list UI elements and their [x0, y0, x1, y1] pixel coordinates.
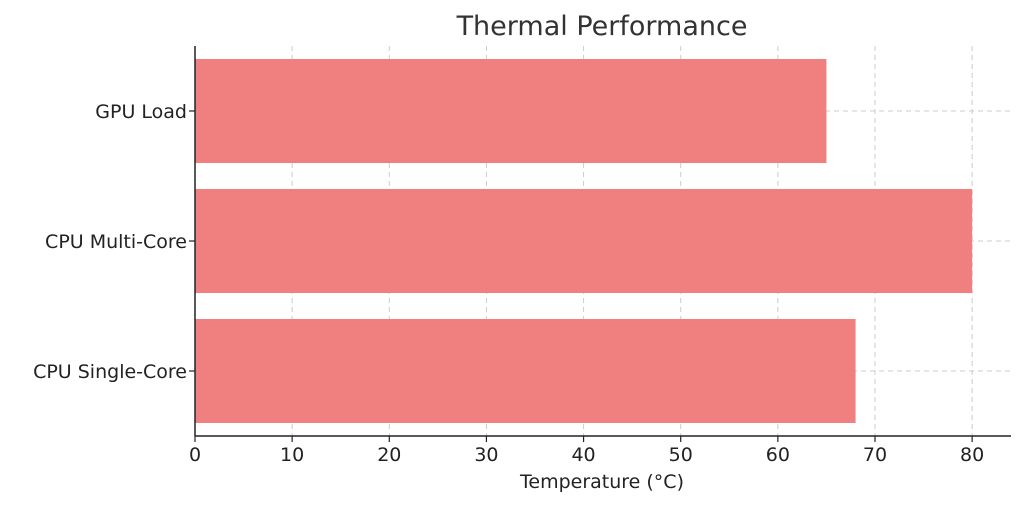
- bar: [195, 319, 856, 423]
- chart-title: Thermal Performance: [456, 11, 748, 42]
- x-tick-label: 0: [189, 444, 201, 466]
- bars: [195, 59, 973, 423]
- bar: [195, 189, 973, 293]
- bar: [195, 59, 827, 163]
- x-tick-label: 60: [766, 444, 790, 466]
- x-axis-title: Temperature (°C): [519, 471, 684, 493]
- y-tick-label: CPU Single-Core: [33, 361, 187, 383]
- x-tick-label: 70: [863, 444, 887, 466]
- x-tick-label: 30: [474, 444, 498, 466]
- x-tick-label: 20: [377, 444, 401, 466]
- axes: [189, 46, 1011, 442]
- y-tick-label: GPU Load: [95, 101, 187, 123]
- x-tick-label: 50: [669, 444, 693, 466]
- x-tick-label: 80: [960, 444, 984, 466]
- tick-labels: 0 10 20 30 40 50 60 70 80 GPU Load CPU Multi-Core C…: [33, 101, 984, 466]
- x-tick-label: 40: [571, 444, 595, 466]
- y-tick-label: CPU Multi-Core: [45, 231, 187, 253]
- x-tick-label: 10: [280, 444, 304, 466]
